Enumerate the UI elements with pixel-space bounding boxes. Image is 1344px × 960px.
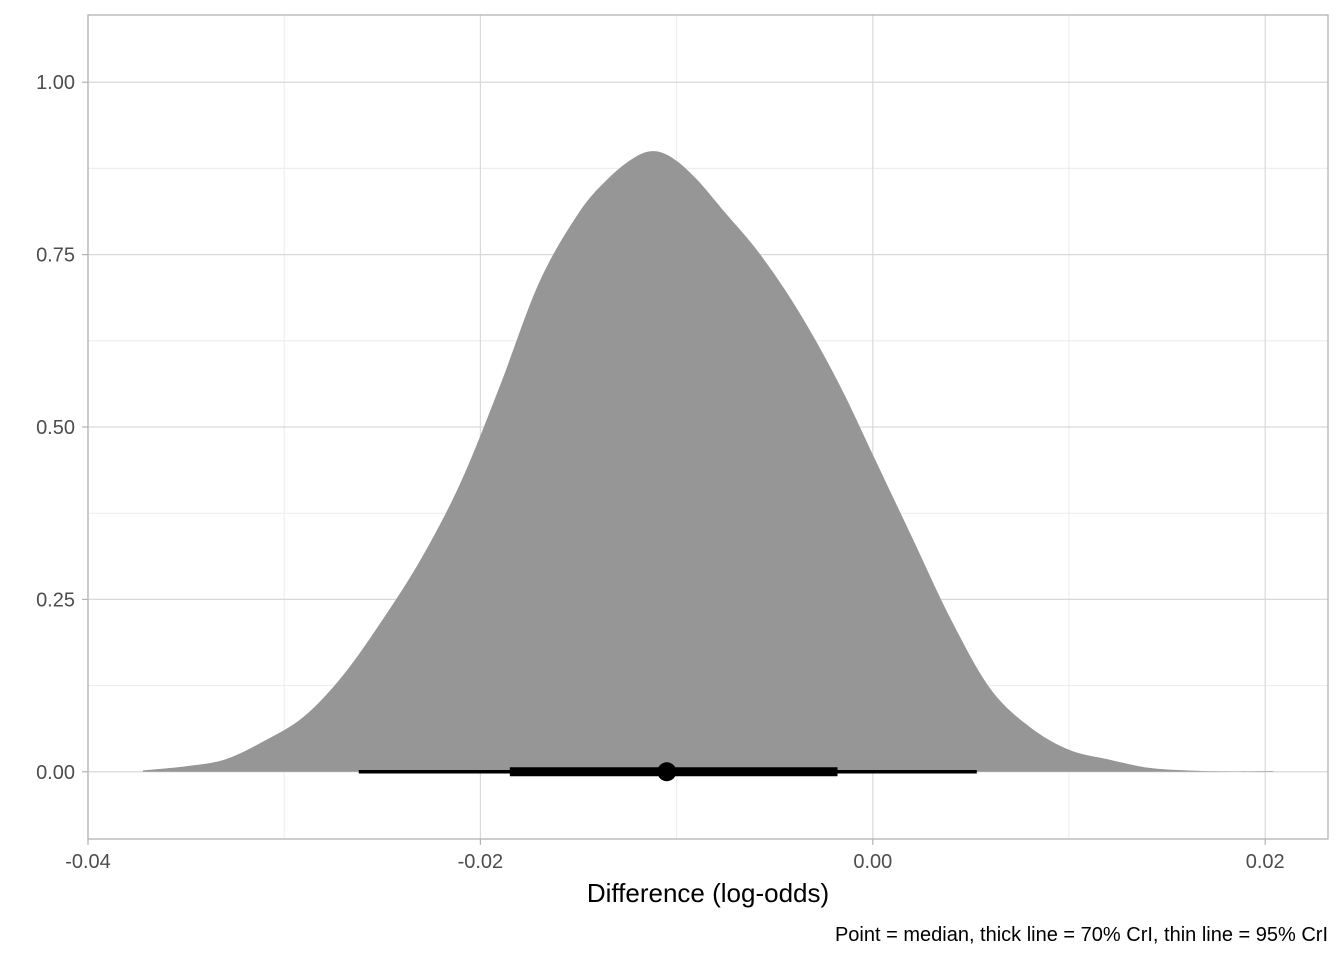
density-area (142, 151, 1274, 772)
median-point (657, 762, 677, 782)
y-tick-label: 0.25 (36, 589, 75, 611)
x-tick-label: 0.02 (1246, 851, 1285, 873)
x-axis-ticks: -0.04 -0.02 0.00 0.02 (65, 839, 1285, 873)
y-axis-ticks: 0.00 0.25 0.50 0.75 1.00 (36, 72, 88, 784)
x-tick-label: -0.04 (65, 851, 111, 873)
chart-caption: Point = median, thick line = 70% CrI, th… (835, 924, 1328, 946)
y-tick-label: 0.00 (36, 762, 75, 784)
x-tick-label: 0.00 (853, 851, 892, 873)
y-tick-label: 0.50 (36, 417, 75, 439)
x-tick-label: -0.02 (458, 851, 504, 873)
y-tick-label: 1.00 (36, 72, 75, 94)
y-tick-label: 0.75 (36, 245, 75, 267)
x-axis-title: Difference (log-odds) (587, 878, 829, 908)
